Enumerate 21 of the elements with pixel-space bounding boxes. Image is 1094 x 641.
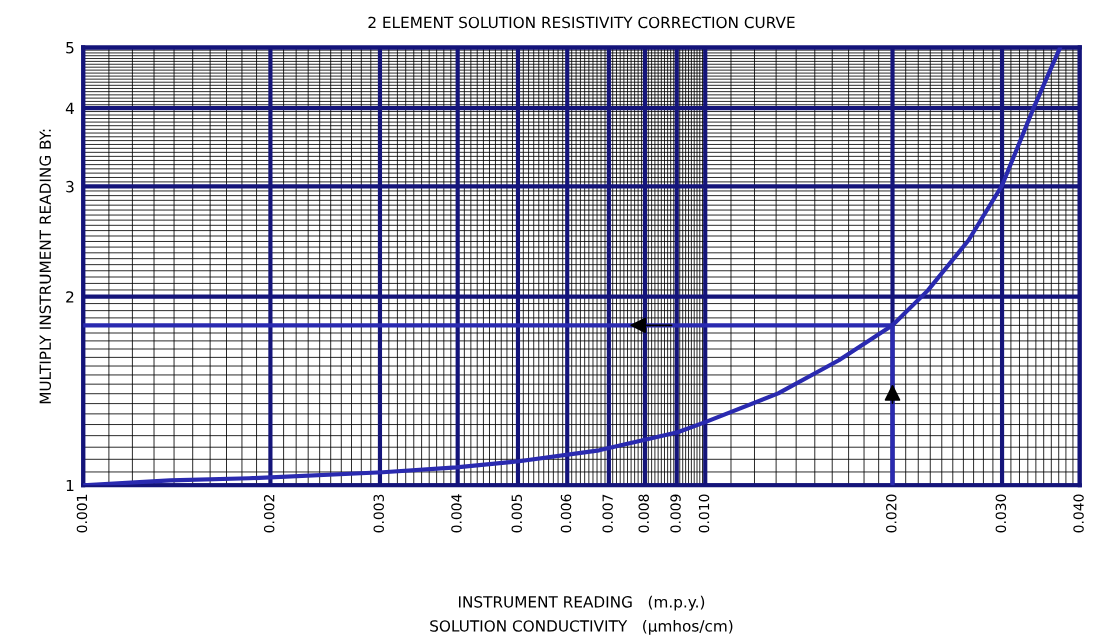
y-axis-title: MULTIPLY INSTRUMENT READING BY: (39, 129, 52, 404)
x-tick-label: 0.020 (886, 494, 897, 533)
chart-title: 2 ELEMENT SOLUTION RESISTIVITY CORRECTION CURVE (368, 16, 795, 29)
x-tick-label: 0.006 (560, 494, 572, 533)
x-tick-label: 0.007 (602, 494, 613, 533)
y-tick-label: 3 (66, 180, 74, 193)
x-tick-label: 0.005 (511, 494, 522, 533)
y-tick-label: 5 (66, 42, 74, 54)
x-tick-label: 0.002 (263, 494, 275, 533)
x-tick-label: 0.040 (1073, 494, 1084, 533)
x-tick-label: 0.004 (451, 494, 462, 533)
x-axis-title: INSTRUMENT READING (m.p.y.) SOLUTION CONDUCTIVITY (μmhos/cm) (430, 595, 733, 635)
x-tick-label: 0.001 (76, 494, 88, 533)
y-tick-label: 4 (65, 102, 74, 114)
x-tick-label: 0.030 (995, 494, 1007, 533)
x-tick-label: 0.003 (373, 494, 384, 533)
y-tick-label: 1 (66, 479, 74, 492)
x-tick-label: 0.009 (670, 494, 681, 533)
x-tick-label: 0.008 (638, 494, 649, 533)
y-tick-label: 2 (66, 291, 74, 303)
x-tick-label: 0.010 (698, 494, 710, 533)
